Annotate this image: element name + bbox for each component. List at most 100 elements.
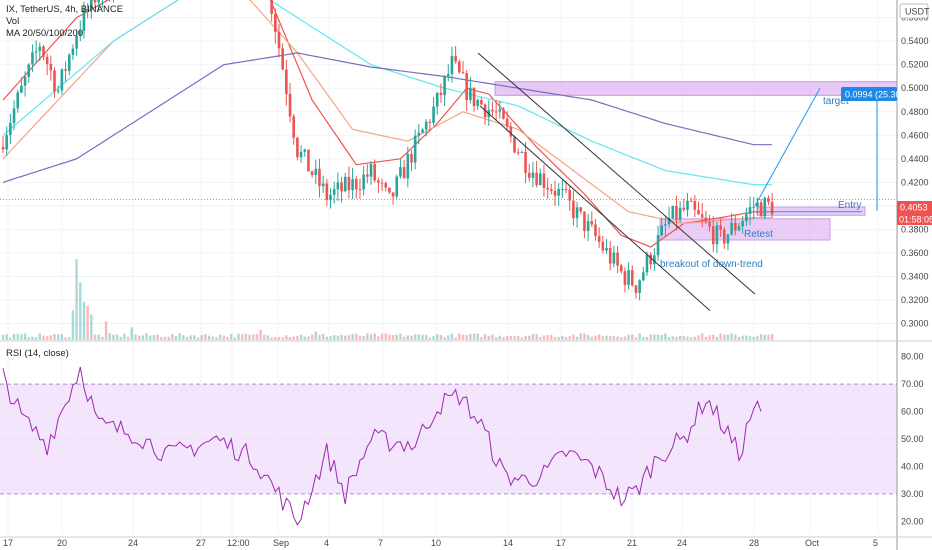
candle-body	[524, 152, 527, 173]
volume-bar	[307, 336, 310, 340]
volume-bar	[171, 333, 174, 340]
candle-body	[465, 73, 468, 101]
volume-bar	[730, 333, 733, 340]
volume-bar	[715, 336, 719, 340]
price-tick-label: 0.4400	[901, 154, 929, 164]
candle	[458, 59, 461, 74]
volume-bar	[597, 334, 601, 340]
candle	[682, 198, 686, 212]
candle	[86, 3, 89, 19]
volume-bar	[167, 336, 170, 340]
rsi-tick-label: 70.00	[901, 379, 924, 389]
volume-label: Vol	[6, 16, 19, 27]
candle-body	[406, 153, 410, 179]
candle-body	[391, 192, 395, 197]
candle-body	[697, 209, 700, 215]
candle	[23, 71, 27, 97]
volume-bar	[417, 334, 421, 340]
candle-body	[450, 56, 454, 75]
volume-bar	[237, 333, 240, 340]
volume-bar	[741, 335, 744, 340]
candle	[314, 159, 318, 184]
candle	[575, 201, 579, 228]
candle	[413, 129, 417, 170]
candle	[722, 226, 726, 249]
candle-body	[546, 187, 549, 190]
rsi-tick-label: 30.00	[901, 489, 924, 499]
currency-label: USDT	[905, 7, 930, 17]
ma100-line	[2, 0, 773, 186]
volume-bar	[586, 335, 590, 340]
candle	[634, 284, 638, 299]
price-tick-label: 0.4200	[901, 177, 929, 187]
candle-body	[660, 225, 664, 236]
price-badge: 0.4053 01:58:05	[897, 201, 932, 225]
volume-bars	[1, 259, 774, 340]
candle-body	[86, 9, 89, 11]
volume-bar	[347, 335, 351, 340]
volume-bar	[351, 333, 354, 340]
volume-bar	[675, 336, 678, 340]
candle-body	[619, 265, 623, 272]
candle-body	[93, 0, 97, 3]
candle	[366, 164, 369, 184]
candle-body	[770, 201, 774, 215]
candle	[299, 145, 303, 163]
candle-body	[722, 229, 726, 244]
volume-bar	[447, 335, 450, 340]
candle	[417, 124, 421, 145]
candle	[9, 113, 12, 144]
candle-body	[759, 202, 763, 217]
candle	[31, 44, 34, 73]
candle	[770, 193, 774, 218]
volume-bar	[759, 334, 763, 340]
candle	[542, 164, 546, 197]
volume-bar	[645, 336, 649, 340]
candle-body	[741, 221, 744, 227]
target-badge-text: 0.0994 (25.30%)	[845, 90, 912, 100]
volume-bar	[266, 335, 270, 340]
candle	[93, 0, 97, 7]
price-tick-label: 0.3600	[901, 248, 929, 258]
time-tick-label: 14	[503, 538, 513, 548]
candle	[42, 44, 45, 61]
volume-bar	[296, 335, 299, 340]
candle	[763, 196, 767, 220]
volume-bar	[723, 334, 726, 340]
price-tick-label: 0.5400	[901, 36, 929, 46]
currency-button[interactable]: USDT	[899, 3, 930, 19]
candle-body	[756, 202, 759, 207]
time-tick-label: 20	[57, 538, 67, 548]
volume-bar	[42, 335, 45, 340]
candle	[329, 188, 332, 209]
candle	[343, 172, 347, 193]
candle	[296, 136, 299, 161]
candle-body	[608, 247, 612, 264]
candle	[579, 206, 583, 215]
volume-bar	[520, 337, 524, 340]
target-label: target	[823, 96, 849, 107]
candle	[583, 211, 586, 238]
volume-bar	[542, 335, 546, 340]
candle	[380, 178, 384, 192]
time-tick-label: 17	[3, 538, 13, 548]
candle-body	[572, 200, 575, 219]
candle-body	[527, 172, 531, 178]
candle-body	[343, 176, 347, 192]
candle-body	[461, 72, 465, 74]
time-tick-label: Sep	[273, 538, 289, 548]
volume-bar	[252, 334, 255, 340]
candle-body	[513, 136, 516, 153]
volume-bar	[274, 336, 277, 340]
candle-body	[45, 56, 49, 65]
candle	[476, 98, 480, 110]
candle-body	[715, 225, 719, 245]
volume-bar	[590, 336, 593, 340]
time-tick-label: 4	[324, 538, 329, 548]
candle-body	[590, 221, 594, 225]
volume-bar	[649, 334, 652, 340]
volume-bar	[233, 337, 237, 340]
volume-bar	[620, 337, 623, 340]
volume-bar	[163, 336, 167, 340]
